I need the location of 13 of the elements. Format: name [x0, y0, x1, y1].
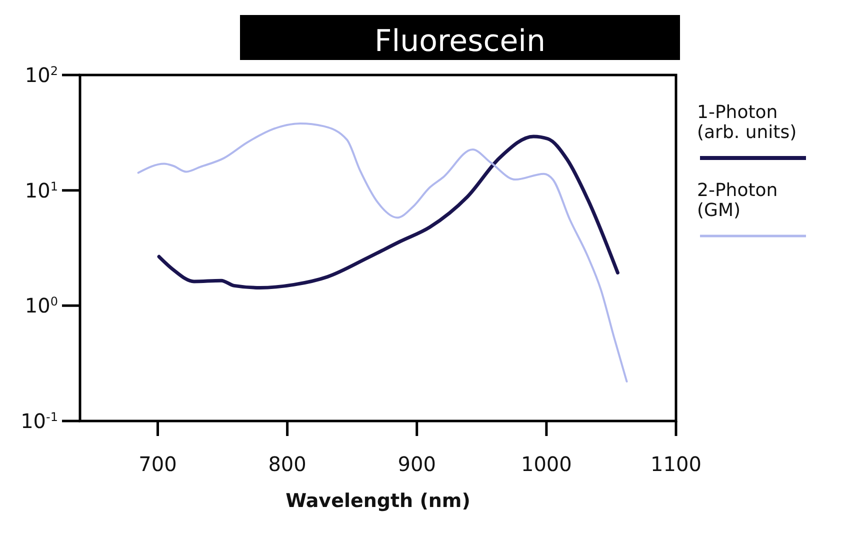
text: 2-Photon (GM) [697, 180, 778, 221]
y-tick-label: 10$^{2}$ [24, 63, 58, 87]
y-tick-label: 10$^{-1}$ [20, 409, 58, 433]
x-tick-label: 1000 [520, 452, 572, 476]
text: 1-Photon (arb. units) [697, 102, 797, 143]
y-tick-label: 10$^{1}$ [24, 178, 58, 202]
y-tick-label: 10$^{0}$ [24, 294, 58, 318]
x-tick-label: 900 [398, 452, 436, 476]
x-tick-label: 800 [268, 452, 306, 476]
x-tick-label: 700 [138, 452, 177, 476]
chart-title: Fluorescein [374, 24, 546, 59]
x-axis-title: Wavelength (nm) [286, 490, 470, 512]
x-tick-label: 1100 [650, 452, 702, 476]
